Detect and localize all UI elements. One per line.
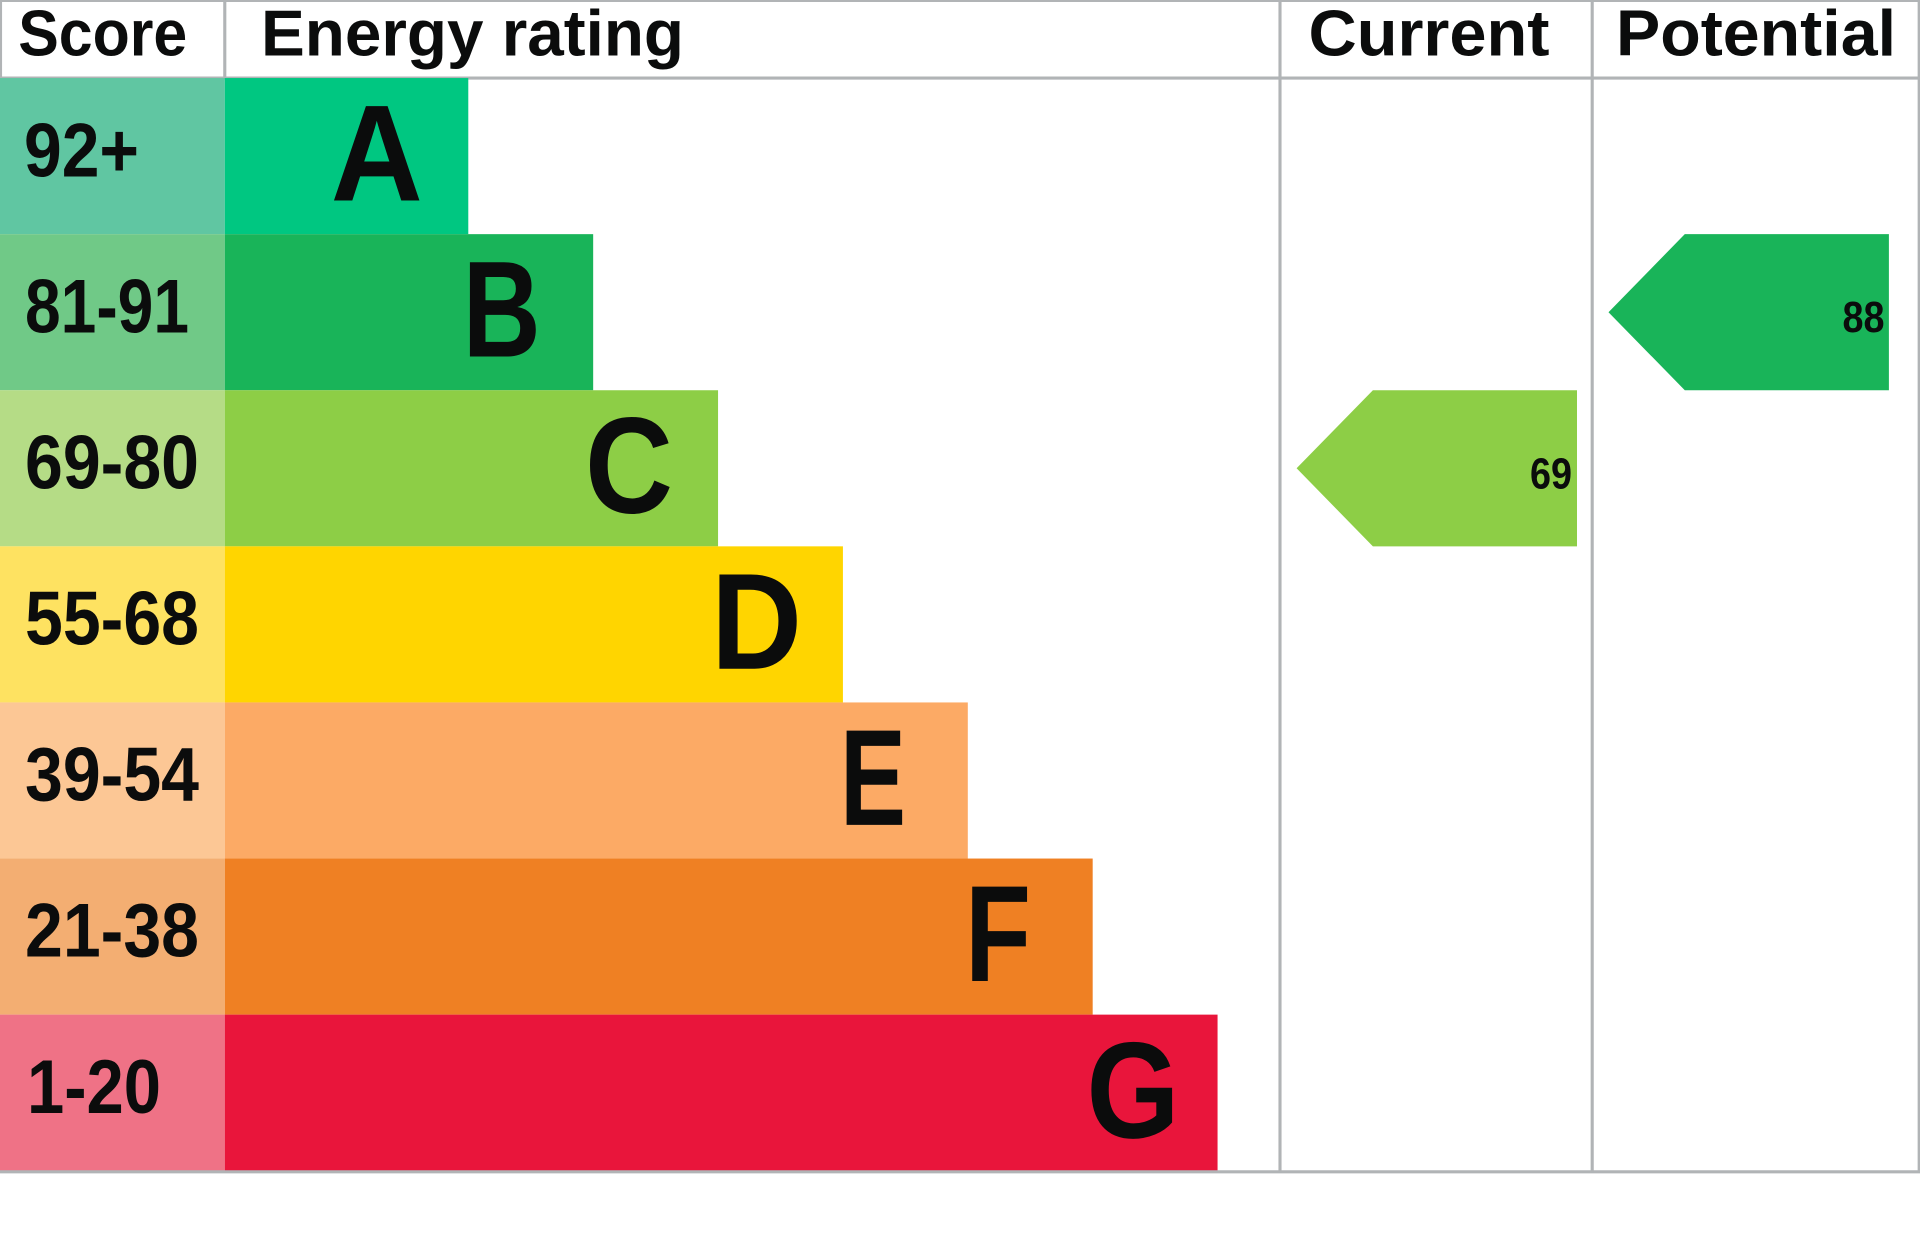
svg-text:A: A (331, 77, 423, 230)
svg-text:92+: 92+ (24, 108, 139, 193)
svg-text:88: 88 (1843, 294, 1885, 342)
svg-text:Score: Score (18, 0, 187, 69)
svg-text:81-91: 81-91 (25, 264, 189, 349)
svg-text:69-80: 69-80 (25, 420, 199, 505)
svg-text:B: B (463, 234, 541, 387)
svg-text:39-54: 39-54 (25, 733, 199, 818)
svg-text:F: F (965, 858, 1031, 1011)
svg-text:E: E (840, 702, 906, 855)
svg-text:21-38: 21-38 (25, 889, 199, 974)
svg-text:69: 69 (1530, 451, 1572, 499)
svg-text:55-68: 55-68 (25, 577, 199, 662)
svg-text:1-20: 1-20 (27, 1045, 161, 1130)
svg-text:Potential: Potential (1616, 0, 1896, 69)
svg-text:G: G (1087, 1015, 1180, 1168)
svg-text:Energy rating: Energy rating (261, 0, 684, 69)
svg-text:D: D (711, 546, 802, 699)
svg-text:Current: Current (1309, 0, 1550, 69)
svg-text:C: C (585, 390, 673, 543)
